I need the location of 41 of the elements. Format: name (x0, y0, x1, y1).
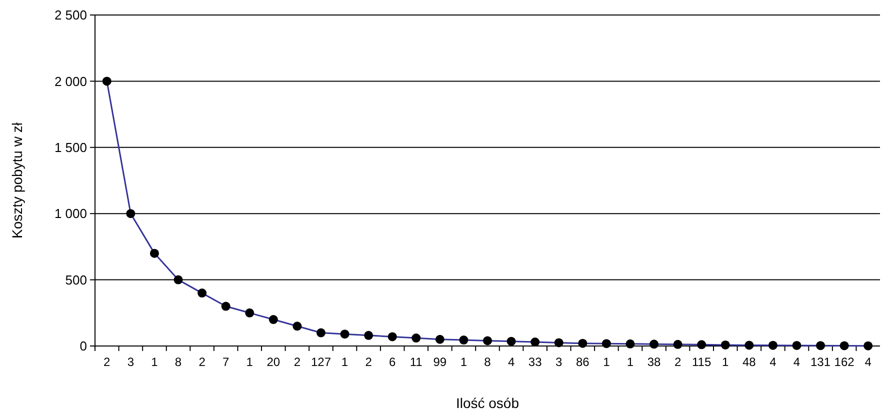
x-tick-label: 6 (389, 355, 396, 369)
x-tick-label: 11 (410, 355, 423, 369)
y-tick-label: 500 (65, 272, 87, 288)
x-tick-label: 99 (433, 355, 447, 369)
y-tick-label: 2 500 (54, 8, 87, 23)
x-tick-label: 1 (603, 355, 610, 369)
x-tick-label: 8 (174, 355, 182, 369)
x-axis-title: Ilość osób (456, 395, 520, 411)
x-tick-label: 3 (556, 355, 563, 369)
x-tick-label: 131 (810, 355, 831, 369)
x-tick-label: 1 (722, 355, 730, 369)
x-tick-label: 33 (528, 355, 542, 369)
x-tick-label: 86 (576, 355, 590, 369)
y-axis-title: Koszty pobytu w zł (9, 122, 25, 238)
x-tick-label: 1 (626, 355, 634, 369)
x-tick-label: 4 (864, 355, 872, 369)
x-tick-label: 1 (151, 355, 158, 369)
y-tick-label: 2 000 (54, 74, 87, 89)
y-tick-label: 1 000 (54, 206, 87, 222)
x-tick-label: 8 (484, 355, 492, 369)
x-tick-label: 1 (460, 355, 468, 369)
x-tick-label: 115 (692, 355, 712, 369)
y-tick-label: 1 500 (54, 140, 87, 155)
x-tick-label: 162 (834, 355, 855, 369)
x-tick-label: 3 (127, 355, 134, 369)
y-tick-label: 0 (80, 338, 87, 354)
x-tick-label: 2 (674, 355, 682, 369)
x-tick-label: 48 (742, 355, 756, 369)
x-tick-label: 2 (365, 355, 372, 369)
x-tick-label: 2 (104, 355, 111, 369)
x-tick-label: 2 (294, 355, 301, 369)
x-tick-label: 1 (341, 355, 348, 369)
x-tick-label: 1 (246, 355, 254, 369)
x-tick-label: 4 (508, 355, 515, 369)
x-tick-label: 38 (647, 355, 662, 369)
x-tick-label: 20 (266, 355, 280, 369)
x-tick-label: 4 (770, 355, 777, 369)
x-tick-label: 4 (793, 355, 800, 369)
x-tick-label: 2 (198, 355, 206, 369)
x-tick-label: 127 (310, 355, 332, 369)
x-tick-label: 7 (222, 355, 230, 369)
